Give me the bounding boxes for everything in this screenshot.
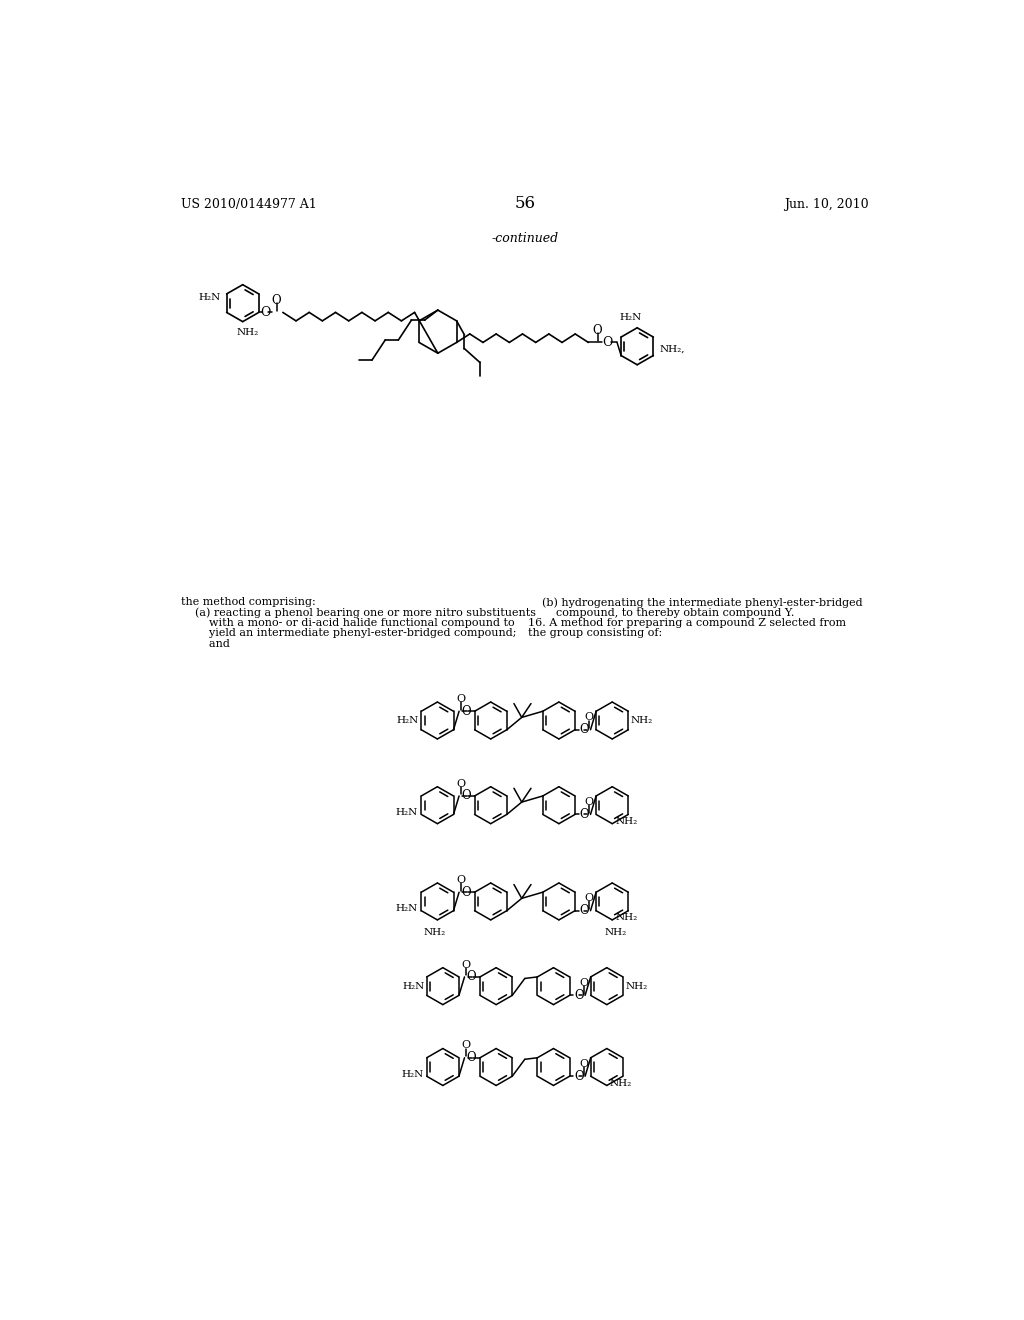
Text: the group consisting of:: the group consisting of: <box>528 628 663 639</box>
Text: O: O <box>461 789 471 803</box>
Text: NH₂: NH₂ <box>237 327 259 337</box>
Text: Jun. 10, 2010: Jun. 10, 2010 <box>784 198 869 211</box>
Text: NH₂: NH₂ <box>610 1078 632 1088</box>
Text: and: and <box>180 639 229 649</box>
Text: O: O <box>580 723 589 737</box>
Text: O: O <box>602 335 613 348</box>
Text: O: O <box>456 875 465 884</box>
Text: O: O <box>579 978 588 989</box>
Text: O: O <box>585 894 594 903</box>
Text: O: O <box>585 713 594 722</box>
Text: O: O <box>260 306 270 319</box>
Text: O: O <box>462 1040 471 1051</box>
Text: O: O <box>456 779 465 788</box>
Text: H₂N: H₂N <box>396 808 418 817</box>
Text: O: O <box>593 323 602 337</box>
Text: O: O <box>461 705 471 718</box>
Text: NH₂: NH₂ <box>423 928 445 937</box>
Text: NH₂: NH₂ <box>604 928 627 937</box>
Text: US 2010/0144977 A1: US 2010/0144977 A1 <box>180 198 316 211</box>
Text: H₂N: H₂N <box>620 313 642 322</box>
Text: NH₂: NH₂ <box>631 715 653 725</box>
Text: H₂N: H₂N <box>199 293 221 301</box>
Text: O: O <box>580 808 589 821</box>
Text: NH₂: NH₂ <box>615 817 638 826</box>
Text: O: O <box>579 1059 588 1069</box>
Text: O: O <box>580 904 589 917</box>
Text: H₂N: H₂N <box>401 1069 424 1078</box>
Text: O: O <box>461 886 471 899</box>
Text: (b) hydrogenating the intermediate phenyl-ester-bridged: (b) hydrogenating the intermediate pheny… <box>528 598 862 609</box>
Text: O: O <box>585 797 594 807</box>
Text: O: O <box>467 970 476 983</box>
Text: (a) reacting a phenol bearing one or more nitro substituents: (a) reacting a phenol bearing one or mor… <box>180 607 536 618</box>
Text: NH₂,: NH₂, <box>659 345 685 354</box>
Text: with a mono- or di-acid halide functional compound to: with a mono- or di-acid halide functiona… <box>180 618 514 628</box>
Text: O: O <box>456 694 465 704</box>
Text: O: O <box>574 1069 584 1082</box>
Text: NH₂: NH₂ <box>626 982 647 990</box>
Text: yield an intermediate phenyl-ester-bridged compound;: yield an intermediate phenyl-ester-bridg… <box>180 628 516 639</box>
Text: H₂N: H₂N <box>396 715 419 725</box>
Text: H₂N: H₂N <box>402 982 424 990</box>
Text: compound, to thereby obtain compound Y.: compound, to thereby obtain compound Y. <box>528 607 795 618</box>
Text: O: O <box>271 293 282 306</box>
Text: H₂N: H₂N <box>396 904 418 913</box>
Text: O: O <box>462 960 471 970</box>
Text: -continued: -continued <box>492 231 558 244</box>
Text: O: O <box>574 989 584 1002</box>
Text: O: O <box>467 1051 476 1064</box>
Text: NH₂: NH₂ <box>615 913 638 923</box>
Text: the method comprising:: the method comprising: <box>180 598 315 607</box>
Text: 16. A method for preparing a compound Z selected from: 16. A method for preparing a compound Z … <box>528 618 846 628</box>
Text: 56: 56 <box>514 195 536 213</box>
